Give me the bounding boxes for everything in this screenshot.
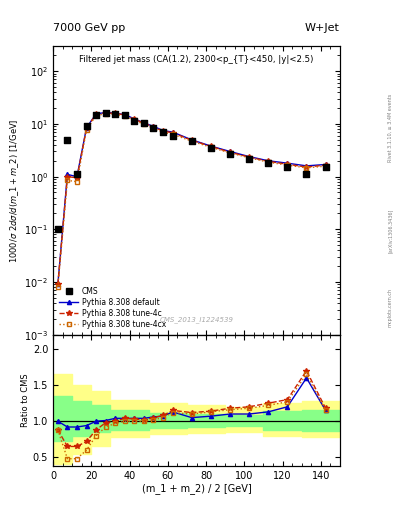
CMS [93, 111, 99, 119]
Pythia 8.308 default [141, 120, 146, 126]
Pythia 8.308 tune-4cx [247, 155, 252, 161]
Pythia 8.308 tune-4cx [189, 138, 194, 144]
CMS [103, 109, 109, 117]
Pythia 8.308 tune-4c [161, 128, 165, 134]
Pythia 8.308 tune-4c [189, 137, 194, 143]
Pythia 8.308 default [123, 112, 127, 118]
CMS [189, 137, 195, 145]
CMS [303, 170, 310, 179]
CMS [246, 155, 252, 163]
Pythia 8.308 tune-4cx [285, 162, 290, 168]
Pythia 8.308 tune-4cx [75, 179, 79, 185]
Pythia 8.308 tune-4cx [132, 117, 137, 123]
Pythia 8.308 tune-4cx [123, 113, 127, 119]
Line: Pythia 8.308 tune-4cx: Pythia 8.308 tune-4cx [56, 112, 328, 289]
Pythia 8.308 default [323, 161, 328, 167]
CMS [131, 117, 138, 125]
Pythia 8.308 tune-4c [151, 124, 156, 130]
Pythia 8.308 tune-4c [141, 120, 146, 126]
Y-axis label: Ratio to CMS: Ratio to CMS [21, 374, 30, 427]
Pythia 8.308 default [94, 111, 99, 117]
CMS [150, 123, 156, 132]
Pythia 8.308 tune-4cx [266, 159, 271, 165]
CMS [64, 136, 71, 144]
Pythia 8.308 default [55, 282, 60, 288]
Pythia 8.308 tune-4c [132, 116, 137, 122]
CMS [265, 159, 272, 167]
Pythia 8.308 tune-4cx [228, 150, 232, 156]
Pythia 8.308 tune-4c [123, 112, 127, 118]
CMS [160, 128, 166, 136]
Pythia 8.308 tune-4cx [323, 163, 328, 169]
Line: Pythia 8.308 tune-4c: Pythia 8.308 tune-4c [55, 110, 329, 287]
CMS [55, 225, 61, 233]
Pythia 8.308 tune-4cx [113, 111, 118, 117]
Legend: CMS, Pythia 8.308 default, Pythia 8.308 tune-4c, Pythia 8.308 tune-4cx: CMS, Pythia 8.308 default, Pythia 8.308 … [57, 285, 169, 331]
Pythia 8.308 default [113, 110, 118, 116]
Text: mcplots.cern.ch: mcplots.cern.ch [388, 288, 393, 327]
Pythia 8.308 tune-4cx [94, 112, 99, 118]
Pythia 8.308 tune-4c [113, 111, 118, 117]
Pythia 8.308 default [103, 110, 108, 116]
Pythia 8.308 default [84, 124, 89, 131]
Pythia 8.308 tune-4c [266, 158, 271, 164]
Text: 7000 GeV pp: 7000 GeV pp [53, 23, 125, 33]
Pythia 8.308 tune-4c [285, 161, 290, 167]
Pythia 8.308 tune-4c [65, 174, 70, 180]
CMS [227, 150, 233, 158]
Pythia 8.308 tune-4c [209, 143, 213, 150]
Pythia 8.308 default [266, 158, 271, 164]
Pythia 8.308 default [209, 143, 213, 149]
Pythia 8.308 tune-4c [304, 164, 309, 170]
Pythia 8.308 tune-4cx [304, 165, 309, 171]
Pythia 8.308 default [132, 116, 137, 122]
Pythia 8.308 tune-4cx [65, 177, 70, 183]
Pythia 8.308 tune-4c [75, 175, 79, 181]
CMS [208, 144, 214, 152]
Pythia 8.308 tune-4cx [161, 130, 165, 136]
Pythia 8.308 tune-4c [323, 162, 328, 168]
Pythia 8.308 default [189, 137, 194, 143]
X-axis label: (m_1 + m_2) / 2 [GeV]: (m_1 + m_2) / 2 [GeV] [141, 483, 252, 495]
Text: Filtered jet mass (CA(1.2), 2300<p_{T}<450, |y|<2.5): Filtered jet mass (CA(1.2), 2300<p_{T}<4… [79, 55, 314, 63]
CMS [169, 132, 176, 140]
CMS [122, 111, 128, 119]
Pythia 8.308 default [304, 163, 309, 169]
CMS [74, 170, 80, 179]
Pythia 8.308 tune-4cx [151, 125, 156, 131]
CMS [141, 119, 147, 127]
Pythia 8.308 default [75, 174, 79, 180]
Pythia 8.308 default [247, 154, 252, 160]
Pythia 8.308 default [170, 129, 175, 135]
Pythia 8.308 tune-4cx [170, 131, 175, 137]
CMS [112, 110, 118, 118]
Pythia 8.308 tune-4c [170, 130, 175, 136]
Pythia 8.308 tune-4cx [141, 121, 146, 127]
Pythia 8.308 tune-4cx [209, 144, 213, 151]
Text: W+Jet: W+Jet [305, 23, 340, 33]
Text: Rivet 3.1.10, ≥ 3.4M events: Rivet 3.1.10, ≥ 3.4M events [388, 94, 393, 162]
Pythia 8.308 tune-4c [84, 125, 89, 131]
Pythia 8.308 tune-4cx [84, 126, 89, 133]
Text: CMS_2013_I1224539: CMS_2013_I1224539 [160, 316, 233, 323]
Line: Pythia 8.308 default: Pythia 8.308 default [56, 111, 328, 287]
Pythia 8.308 tune-4c [94, 111, 99, 117]
Text: [arXiv:1306.3436]: [arXiv:1306.3436] [388, 208, 393, 252]
Pythia 8.308 tune-4cx [103, 111, 108, 117]
CMS [83, 122, 90, 131]
CMS [284, 163, 290, 172]
Y-axis label: $1000/\sigma\ 2d\sigma/d(m\_1 + m\_2)\ [1/\mathrm{GeV}]$: $1000/\sigma\ 2d\sigma/d(m\_1 + m\_2)\ [… [9, 118, 22, 263]
CMS [323, 163, 329, 172]
Pythia 8.308 default [161, 127, 165, 134]
Pythia 8.308 default [65, 172, 70, 178]
Pythia 8.308 default [228, 148, 232, 155]
Pythia 8.308 tune-4c [55, 282, 60, 288]
Pythia 8.308 default [285, 160, 290, 166]
Pythia 8.308 tune-4c [228, 149, 232, 155]
Pythia 8.308 tune-4cx [55, 284, 60, 290]
Pythia 8.308 tune-4c [103, 110, 108, 116]
Pythia 8.308 tune-4c [247, 154, 252, 160]
Pythia 8.308 default [151, 123, 156, 130]
